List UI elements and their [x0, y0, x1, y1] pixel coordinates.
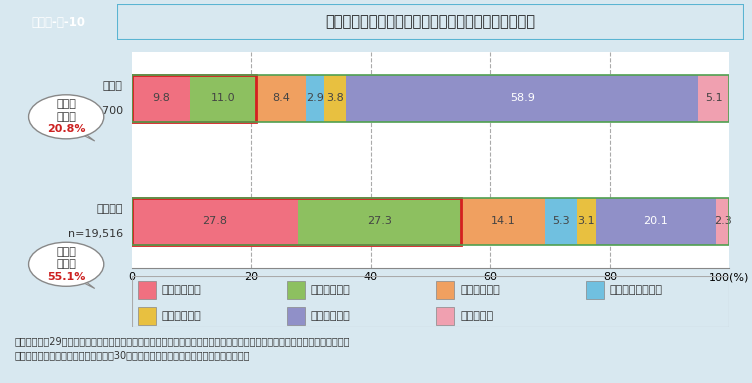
Text: 3.8: 3.8 [326, 93, 344, 103]
Text: 行っていない: 行っていない [311, 311, 350, 321]
Text: 週に３日以上: 週に３日以上 [162, 285, 202, 295]
Text: （出典）平成29年度スポーツ庁委託事業「地域における障害者スポーツ普及促進事業（障害者のスポーツ参加促進に関する調
査研究）報告書」・スポーツ庁「平成30年度ス: （出典）平成29年度スポーツ庁委託事業「地域における障害者スポーツ普及促進事業（… [15, 336, 350, 360]
Bar [190, 75, 256, 122]
Text: 5.3: 5.3 [552, 216, 570, 226]
Bar [287, 307, 305, 325]
Bar [436, 307, 454, 325]
Text: 年に１～３日: 年に１～３日 [162, 311, 202, 321]
Text: 5.1: 5.1 [705, 93, 723, 103]
Bar [132, 75, 729, 122]
Bar [577, 198, 596, 245]
Text: 2.3: 2.3 [714, 216, 732, 226]
Bar [132, 75, 256, 122]
Text: n=6,700: n=6,700 [74, 106, 123, 116]
Bar [323, 75, 346, 122]
Text: 週に１～２日: 週に１～２日 [311, 285, 350, 295]
Text: 58.9: 58.9 [510, 93, 535, 103]
Text: 2.9: 2.9 [306, 93, 324, 103]
Text: 20.1: 20.1 [643, 216, 668, 226]
Bar [287, 281, 305, 299]
Text: 以上は: 以上は [56, 259, 76, 269]
Bar [436, 281, 454, 299]
Bar [346, 75, 699, 122]
Bar [256, 75, 306, 122]
Bar [716, 198, 729, 245]
Text: 55.1%: 55.1% [47, 272, 86, 282]
Text: 週１回: 週１回 [56, 247, 76, 257]
Text: 27.8: 27.8 [202, 216, 227, 226]
Bar [586, 281, 604, 299]
Ellipse shape [29, 95, 104, 139]
Text: 27.3: 27.3 [367, 216, 392, 226]
Bar [138, 307, 156, 325]
Text: 以上は: 以上は [56, 112, 76, 122]
Text: 成人全般: 成人全般 [96, 204, 123, 214]
Ellipse shape [29, 242, 104, 286]
Text: 14.1: 14.1 [491, 216, 516, 226]
Text: ３か月に１～２日: ３か月に１～２日 [610, 285, 663, 295]
Text: 20.8%: 20.8% [47, 124, 86, 134]
Bar [138, 281, 156, 299]
Text: 3.1: 3.1 [578, 216, 595, 226]
Polygon shape [77, 280, 95, 288]
Bar [132, 198, 461, 245]
Text: 月に１～３日: 月に１～３日 [460, 285, 500, 295]
Bar [461, 198, 545, 245]
Text: 8.4: 8.4 [272, 93, 290, 103]
Bar [132, 198, 298, 245]
Text: 障害者: 障害者 [103, 81, 123, 91]
Bar [132, 75, 190, 122]
Text: 図表２-８-10: 図表２-８-10 [32, 16, 85, 28]
Polygon shape [77, 132, 95, 141]
Bar [298, 198, 461, 245]
Bar [132, 198, 729, 245]
Text: 9.8: 9.8 [152, 93, 170, 103]
Bar [545, 198, 577, 245]
Text: 週１回: 週１回 [56, 99, 76, 109]
Text: n=19,516: n=19,516 [68, 229, 123, 239]
Text: 障害者（成人）が過去１年間にスポーツを行った日数: 障害者（成人）が過去１年間にスポーツを行った日数 [326, 15, 535, 29]
Bar [699, 75, 729, 122]
Bar [596, 198, 716, 245]
Bar [306, 75, 323, 122]
Text: 分からない: 分からない [460, 311, 493, 321]
Text: 11.0: 11.0 [211, 93, 235, 103]
